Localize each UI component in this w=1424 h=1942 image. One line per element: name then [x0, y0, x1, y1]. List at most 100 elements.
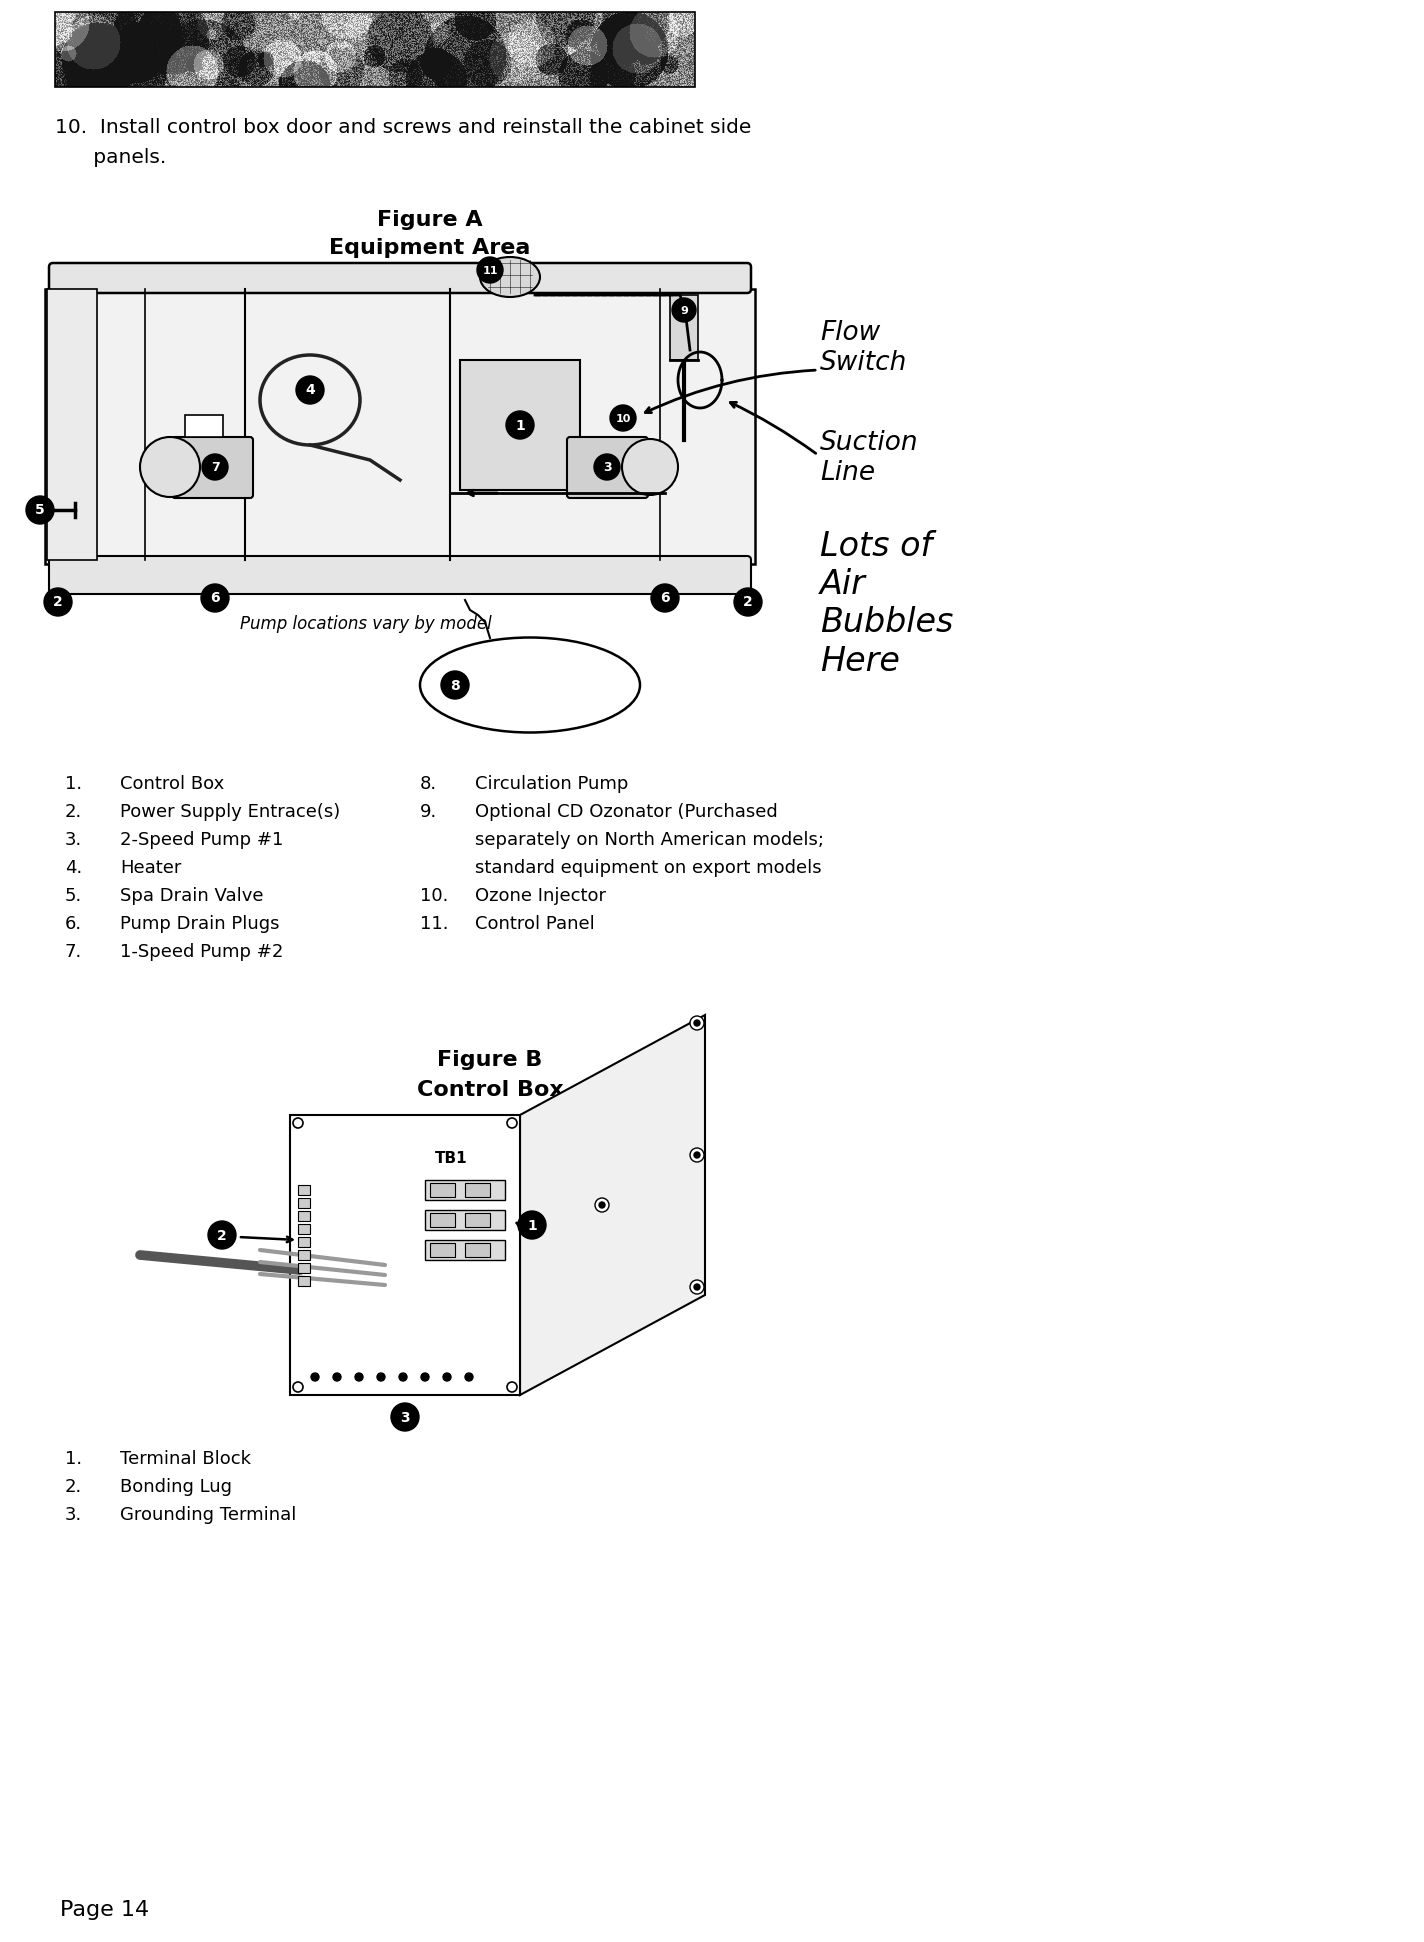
- Text: separately on North American models;: separately on North American models;: [476, 831, 824, 849]
- Ellipse shape: [420, 637, 639, 732]
- Bar: [298, 1198, 310, 1208]
- Circle shape: [140, 437, 199, 497]
- Text: Control Panel: Control Panel: [476, 915, 595, 932]
- Bar: [185, 416, 224, 437]
- Text: Circulation Pump: Circulation Pump: [476, 775, 628, 792]
- Text: 2: 2: [216, 1229, 226, 1243]
- Text: 10: 10: [615, 414, 631, 423]
- Circle shape: [441, 672, 468, 699]
- Text: Suction
Line: Suction Line: [820, 429, 918, 486]
- Bar: [430, 1183, 456, 1196]
- Text: 3: 3: [400, 1410, 410, 1425]
- Circle shape: [594, 454, 619, 480]
- Text: 11: 11: [483, 266, 498, 276]
- Circle shape: [377, 1373, 384, 1381]
- Text: Pump Drain Plugs: Pump Drain Plugs: [120, 915, 279, 932]
- Text: 7.: 7.: [66, 944, 83, 961]
- Bar: [298, 1251, 310, 1260]
- Circle shape: [422, 1373, 429, 1381]
- Bar: [46, 289, 755, 563]
- Text: standard equipment on export models: standard equipment on export models: [476, 858, 822, 878]
- Bar: [298, 1185, 310, 1194]
- Text: Optional CD Ozonator (Purchased: Optional CD Ozonator (Purchased: [476, 802, 778, 821]
- Text: 10.  Install control box door and screws and reinstall the cabinet side: 10. Install control box door and screws …: [56, 118, 752, 138]
- Text: 4.: 4.: [66, 858, 83, 878]
- Text: TB1: TB1: [434, 1152, 467, 1165]
- Circle shape: [507, 1119, 517, 1128]
- Text: 11.: 11.: [420, 915, 449, 932]
- Circle shape: [651, 585, 679, 612]
- Bar: [290, 1115, 520, 1394]
- Text: 6: 6: [211, 592, 219, 606]
- Text: 1.: 1.: [66, 775, 83, 792]
- Text: 5: 5: [36, 503, 46, 517]
- Text: 4: 4: [305, 383, 315, 398]
- Bar: [430, 1243, 456, 1256]
- Text: 2.: 2.: [66, 1478, 83, 1495]
- Text: 10.: 10.: [420, 887, 449, 905]
- Text: panels.: panels.: [56, 148, 167, 167]
- Circle shape: [622, 439, 678, 495]
- FancyBboxPatch shape: [48, 555, 750, 594]
- Text: Flow
Switch: Flow Switch: [820, 320, 907, 377]
- Text: 6.: 6.: [66, 915, 83, 932]
- FancyBboxPatch shape: [48, 262, 750, 293]
- Bar: [671, 295, 698, 359]
- Text: 9.: 9.: [420, 802, 437, 821]
- Circle shape: [600, 1202, 605, 1208]
- Bar: [298, 1212, 310, 1222]
- Text: Circulation pump: Circulation pump: [478, 676, 615, 689]
- Circle shape: [399, 1373, 407, 1381]
- Text: 8: 8: [450, 678, 460, 693]
- Circle shape: [691, 1148, 703, 1161]
- Bar: [424, 1181, 506, 1200]
- Text: behind load box: behind load box: [478, 695, 607, 711]
- Text: Lots of
Air
Bubbles
Here: Lots of Air Bubbles Here: [820, 530, 954, 678]
- Text: 3.: 3.: [66, 1505, 83, 1524]
- Circle shape: [693, 1152, 701, 1157]
- Circle shape: [506, 412, 534, 439]
- Text: Spa Drain Valve: Spa Drain Valve: [120, 887, 263, 905]
- Bar: [298, 1262, 310, 1274]
- Text: Grounding Terminal: Grounding Terminal: [120, 1505, 296, 1524]
- Circle shape: [691, 1016, 703, 1029]
- Text: 2.: 2.: [66, 802, 83, 821]
- Circle shape: [466, 1373, 473, 1381]
- Circle shape: [293, 1119, 303, 1128]
- Bar: [460, 359, 580, 489]
- Text: 1: 1: [527, 1218, 537, 1233]
- Text: 9: 9: [681, 305, 688, 315]
- Bar: [298, 1223, 310, 1233]
- Circle shape: [44, 588, 73, 616]
- Circle shape: [672, 297, 696, 322]
- Text: 8.: 8.: [420, 775, 437, 792]
- Circle shape: [693, 1020, 701, 1025]
- Text: Equipment Area: Equipment Area: [329, 239, 531, 258]
- Text: Terminal Block: Terminal Block: [120, 1451, 251, 1468]
- Text: Heater: Heater: [120, 858, 181, 878]
- Circle shape: [355, 1373, 363, 1381]
- Bar: [298, 1276, 310, 1286]
- Circle shape: [595, 1198, 609, 1212]
- Circle shape: [208, 1222, 236, 1249]
- Text: Control Box: Control Box: [417, 1080, 564, 1099]
- Text: 7: 7: [211, 460, 219, 474]
- Text: 1.: 1.: [66, 1451, 83, 1468]
- Circle shape: [201, 585, 229, 612]
- Circle shape: [443, 1373, 451, 1381]
- Bar: [298, 1237, 310, 1247]
- Bar: [430, 1214, 456, 1227]
- Text: 3.: 3.: [66, 831, 83, 849]
- Text: 2-Speed Pump #1: 2-Speed Pump #1: [120, 831, 283, 849]
- Text: Ozone Injector: Ozone Injector: [476, 887, 607, 905]
- Circle shape: [26, 495, 54, 524]
- Circle shape: [202, 454, 228, 480]
- Polygon shape: [520, 1016, 705, 1394]
- Circle shape: [691, 1280, 703, 1293]
- FancyBboxPatch shape: [567, 437, 648, 497]
- Bar: [424, 1210, 506, 1229]
- Text: Bonding Lug: Bonding Lug: [120, 1478, 232, 1495]
- Text: 2: 2: [743, 596, 753, 610]
- FancyBboxPatch shape: [172, 437, 253, 497]
- Circle shape: [333, 1373, 340, 1381]
